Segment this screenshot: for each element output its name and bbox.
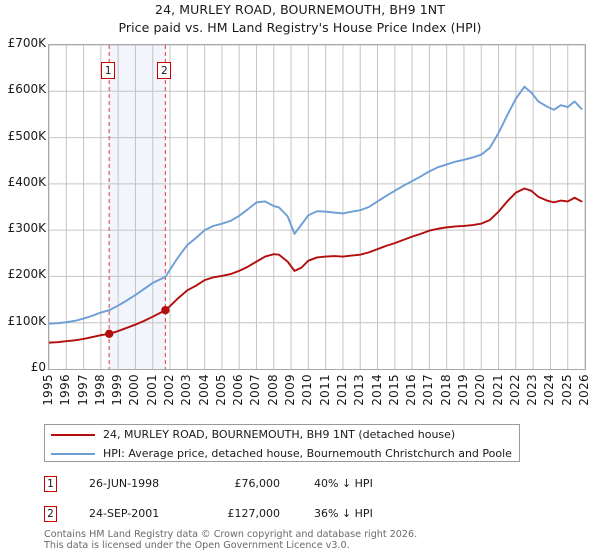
y-axis-tick: £100K	[7, 313, 46, 328]
x-axis-tick: 2000	[127, 374, 142, 406]
legend-item-hpi: HPI: Average price, detached house, Bour…	[45, 444, 519, 463]
x-axis-tick: 2011	[317, 374, 332, 406]
footer-line-2: This data is licensed under the Open Gov…	[44, 540, 350, 552]
x-axis-tick: 2003	[179, 374, 194, 406]
y-axis-tick: £500K	[7, 128, 46, 143]
x-axis-tick: 2019	[455, 374, 470, 406]
y-axis-tick: £600K	[7, 82, 46, 97]
footer-line-1: Contains HM Land Registry data © Crown c…	[44, 529, 418, 540]
x-axis-tick: 1995	[41, 374, 55, 406]
footer-attribution: Contains HM Land Registry data © Crown c…	[44, 529, 417, 552]
x-axis-tick: 2007	[248, 374, 263, 406]
legend-item-property: 24, MURLEY ROAD, BOURNEMOUTH, BH9 1NT (d…	[45, 425, 519, 444]
x-axis-tick: 2014	[369, 374, 384, 406]
x-axis-tick: 2017	[421, 374, 436, 406]
chart-legend: 24, MURLEY ROAD, BOURNEMOUTH, BH9 1NT (d…	[44, 424, 520, 462]
x-axis-tick: 2010	[300, 374, 315, 406]
legend-swatch-hpi	[51, 452, 95, 455]
sale-price-2: £127,000	[227, 507, 281, 520]
x-axis-tick: 2005	[213, 374, 228, 406]
x-axis-tick: 2004	[196, 374, 211, 406]
sale-marker-2: 2	[44, 506, 57, 522]
sale-marker-1: 1	[44, 476, 57, 492]
y-axis-tick: £700K	[7, 36, 46, 50]
sale-delta-1: 40% ↓ HPI	[314, 477, 373, 490]
x-axis-tick: 2020	[473, 374, 488, 406]
x-axis-tick: 2022	[507, 374, 522, 406]
x-axis-tick: 2012	[334, 374, 349, 406]
legend-label-property: 24, MURLEY ROAD, BOURNEMOUTH, BH9 1NT (d…	[103, 428, 456, 441]
page-subtitle: Price paid vs. HM Land Registry's House …	[118, 20, 482, 35]
sale-row-2: 2 24-SEP-2001 £127,000 36% ↓ HPI	[44, 506, 520, 524]
sale-date-2: 24-SEP-2001	[89, 507, 160, 520]
x-axis-tick: 2023	[525, 374, 540, 406]
y-axis-tick: £300K	[7, 221, 46, 236]
legend-label-hpi: HPI: Average price, detached house, Bour…	[103, 447, 512, 460]
sale-price-1: £76,000	[234, 477, 281, 490]
x-axis-tick: 2024	[542, 374, 557, 406]
x-axis-tick: 2008	[265, 374, 280, 406]
x-axis-tick: 2025	[559, 374, 574, 406]
page-title: 24, MURLEY ROAD, BOURNEMOUTH, BH9 1NT	[155, 2, 445, 17]
x-axis-tick: 1996	[58, 374, 73, 406]
chart-plot-area	[48, 44, 586, 370]
x-axis-tick: 2013	[352, 374, 367, 406]
sale-date-1: 26-JUN-1998	[89, 477, 160, 490]
x-axis-tick: 2009	[283, 374, 298, 406]
x-axis-tick: 1998	[92, 374, 107, 406]
x-axis-tick: 2002	[162, 374, 177, 406]
x-axis-tick: 2001	[144, 374, 159, 406]
chart-marker-flag-2: 2	[157, 62, 172, 79]
y-axis-tick: £200K	[7, 267, 46, 282]
chart-marker-flag-1: 1	[101, 62, 116, 79]
x-axis-tick: 2018	[438, 374, 453, 406]
x-axis-tick: 2021	[490, 374, 505, 406]
y-axis-tick: £400K	[7, 174, 46, 189]
legend-swatch-property	[51, 433, 95, 436]
sale-row-1: 1 26-JUN-1998 £76,000 40% ↓ HPI	[44, 476, 520, 494]
x-axis-tick: 2015	[386, 374, 401, 406]
x-axis-tick: 1997	[75, 374, 90, 406]
x-axis-tick: 2026	[577, 374, 591, 406]
price-history-chart	[49, 45, 585, 369]
x-axis-tick: 1999	[110, 374, 125, 406]
y-axis-tick: £0	[30, 360, 46, 374]
x-axis-tick: 2006	[231, 374, 246, 406]
sale-delta-2: 36% ↓ HPI	[314, 507, 373, 520]
x-axis-tick: 2016	[404, 374, 419, 406]
